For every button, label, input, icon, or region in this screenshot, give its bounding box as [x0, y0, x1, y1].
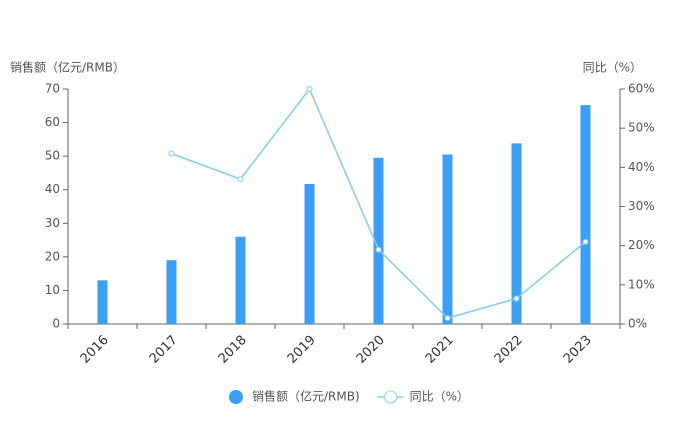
- x-tick-label: 2022: [492, 333, 526, 367]
- bar: [580, 105, 591, 324]
- bar: [304, 184, 315, 324]
- line-point: [582, 238, 589, 245]
- y-tick-label: 10: [45, 283, 60, 297]
- x-tick-label: 2021: [423, 333, 457, 367]
- y2-tick-label: 0%: [628, 317, 647, 331]
- y2-tick-label: 30%: [628, 199, 655, 213]
- bar: [511, 143, 522, 324]
- x-tick-label: 2016: [78, 333, 112, 367]
- x-tick-label: 2023: [561, 333, 595, 367]
- x-tick-label: 2020: [354, 333, 388, 367]
- y-tick-label: 60: [45, 115, 60, 129]
- legend-label: 同比（%）: [410, 390, 469, 404]
- bar: [166, 260, 177, 324]
- y2-tick-label: 50%: [628, 121, 655, 135]
- bar: [235, 236, 246, 324]
- line-point: [168, 150, 175, 157]
- y2-tick-label: 20%: [628, 238, 655, 252]
- y2-tick-label: 60%: [628, 82, 655, 96]
- y2-axis-label: 同比（%）: [583, 61, 642, 75]
- legend-label: 销售额（亿元/RMB): [252, 389, 360, 404]
- y-tick-label: 30: [45, 216, 60, 230]
- legend-marker: [384, 390, 398, 404]
- y-tick-label: 20: [45, 249, 60, 263]
- y2-tick-label: 40%: [628, 160, 655, 174]
- line-point: [375, 246, 382, 253]
- x-tick-label: 2017: [147, 333, 181, 367]
- legend-marker: [229, 390, 243, 404]
- y2-tick-label: 10%: [628, 277, 655, 291]
- x-tick-label: 2018: [216, 333, 250, 367]
- bar: [442, 154, 453, 324]
- y-tick-label: 50: [45, 149, 60, 163]
- x-tick-label: 2019: [285, 333, 319, 367]
- bar: [97, 280, 108, 324]
- y-axis-label: 销售额（亿元/RMB）: [10, 60, 125, 75]
- line-point: [237, 176, 244, 183]
- line-point: [444, 315, 451, 322]
- y-tick-label: 0: [52, 317, 60, 331]
- bar: [373, 157, 384, 324]
- line-point: [306, 86, 313, 92]
- y-tick-label: 40: [45, 182, 60, 196]
- line-point: [513, 295, 520, 302]
- y-tick-label: 70: [45, 82, 60, 96]
